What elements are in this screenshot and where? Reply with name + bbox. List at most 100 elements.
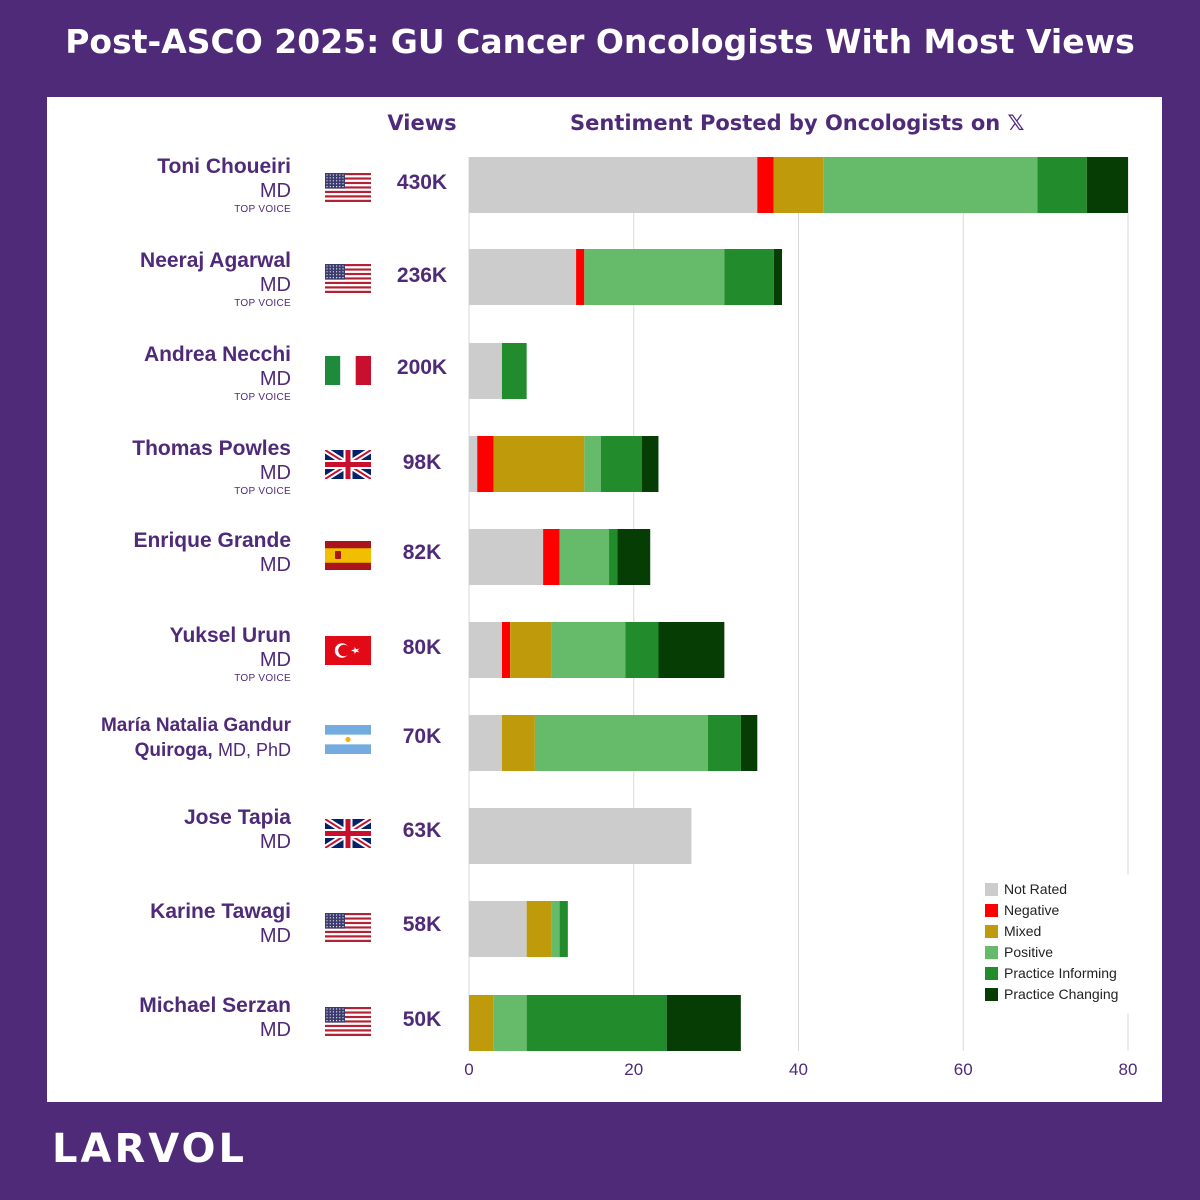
bar-segment [469,808,692,864]
oncologist-name-block: Michael Serzan MD [139,993,291,1043]
oncologist-name: Michael Serzan [139,994,291,1017]
oncologist-name-block: Neeraj Agarwal MD TOP VOICE [140,248,291,310]
bar-segment [551,622,626,678]
oncologist-credential: MD [259,462,291,484]
oncologist-credential: MD [259,925,291,947]
us-flag-icon [325,264,371,293]
bar-segment [469,529,544,585]
bar-segment [576,249,585,305]
bar-segment [757,157,774,213]
bar-segment [1086,157,1128,213]
top-voice-badge: TOP VOICE [234,392,291,403]
bar-segment [469,715,502,771]
oncologist-row: Yuksel Urun MD TOP VOICE 80K [47,623,1162,713]
bar-segment [469,249,577,305]
legend-swatch [985,924,998,938]
bar-segment [469,622,502,678]
oncologist-row: Michael Serzan MD 50K [47,993,1162,1083]
legend-label: Practice Informing [1004,965,1117,981]
oncologist-row: María Natalia Gandur Quiroga, MD, PhD 70… [47,714,1162,804]
bar-segment [469,343,502,399]
us-flag-icon [325,1007,371,1036]
bar-segment [773,157,824,213]
legend-label: Positive [1004,944,1054,960]
oncologist-name-block: Thomas Powles MD TOP VOICE [132,436,291,498]
oncologist-credential: MD [259,649,291,671]
view-count: 236K [396,264,448,287]
oncologist-row: Enrique Grande MD 82K [47,528,1162,618]
larvol-logo: LARVOL [52,1126,247,1172]
oncologist-credential: MD [259,274,291,296]
oncologist-credential: MD [259,1019,291,1041]
top-voice-badge: TOP VOICE [234,204,291,215]
oncologist-credential: MD [259,554,291,576]
oncologist-name: María Natalia Gandur [100,715,291,736]
bar-segment [740,715,758,771]
legend-item: Positive [985,942,1053,962]
chart-title: Post-ASCO 2025: GU Cancer Oncologists Wi… [65,22,1135,61]
bar-segment [501,622,511,678]
oncologist-name: Neeraj Agarwal [140,249,291,272]
bar-segment [501,715,535,771]
top-voice-badge: TOP VOICE [234,486,291,497]
x-logo-icon: 𝕏 [1007,111,1025,135]
view-count: 82K [402,541,442,564]
oncologist-credential: MD [259,180,291,202]
view-count: 50K [402,1008,442,1031]
bar-segment [543,529,560,585]
sentiment-header-text: Sentiment Posted by Oncologists on [570,111,1001,135]
oncologist-name-block: María Natalia Gandur Quiroga, MD, PhD [101,714,291,763]
bar-segment [469,157,758,213]
bar-segment [600,436,642,492]
uk-flag-icon [325,450,371,479]
oncologist-credential: MD, PhD [217,740,291,760]
bar-segment [707,715,741,771]
view-count: 80K [402,636,442,659]
us-flag-icon [325,913,371,942]
bar-segment [526,995,667,1051]
oncologist-credential: MD [259,368,291,390]
x-tick-label: 80 [1119,1060,1138,1079]
top-voice-badge: TOP VOICE [234,298,291,309]
bar-segment [625,622,659,678]
x-tick-label: 0 [464,1060,473,1079]
legend-item: Not Rated [985,879,1067,899]
legend-item: Practice Changing [985,984,1118,1004]
oncologist-name: Yuksel Urun [169,624,291,647]
uk-flag-icon [325,819,371,848]
oncologist-name-block: Yuksel Urun MD TOP VOICE [170,623,291,685]
legend-swatch [985,966,998,980]
oncologist-name-block: Andrea Necchi MD TOP VOICE [144,342,291,404]
top-voice-badge: TOP VOICE [234,673,291,684]
bar-segment [617,529,651,585]
x-tick-label: 40 [789,1060,808,1079]
legend-swatch [985,945,998,959]
italy-flag-icon [325,356,371,385]
bar-segment [493,436,585,492]
bar-segment [469,995,494,1051]
bar-segment [584,249,725,305]
view-count: 70K [402,725,442,748]
bar-segment [469,901,527,957]
oncologist-name: Andrea Necchi [143,343,291,366]
x-tick-label: 20 [624,1060,643,1079]
bar-segment [641,436,659,492]
oncologist-name-block: Karine Tawagi MD [150,899,291,949]
x-tick-label: 60 [954,1060,973,1079]
bar-segment [658,622,725,678]
oncologist-name-block: Jose Tapia MD [184,805,291,855]
oncologist-name: Jose Tapia [184,806,291,829]
oncologist-name-block: Enrique Grande MD [133,528,291,578]
bar-segment [559,529,610,585]
sentiment-column-header: Sentiment Posted by Oncologists on 𝕏 [570,111,1024,135]
oncologist-name: Karine Tawagi [150,900,291,923]
oncologist-name-block: Toni Choueiri MD TOP VOICE [157,154,291,216]
oncologist-name: Toni Choueiri [157,155,291,178]
bar-segment [526,901,552,957]
view-count: 98K [402,451,442,474]
chart-panel: Views Sentiment Posted by Oncologists on… [47,97,1162,1102]
bar-segment [477,436,494,492]
views-column-header: Views [387,111,457,135]
spain-flag-icon [325,541,371,570]
bar-segment [501,343,527,399]
